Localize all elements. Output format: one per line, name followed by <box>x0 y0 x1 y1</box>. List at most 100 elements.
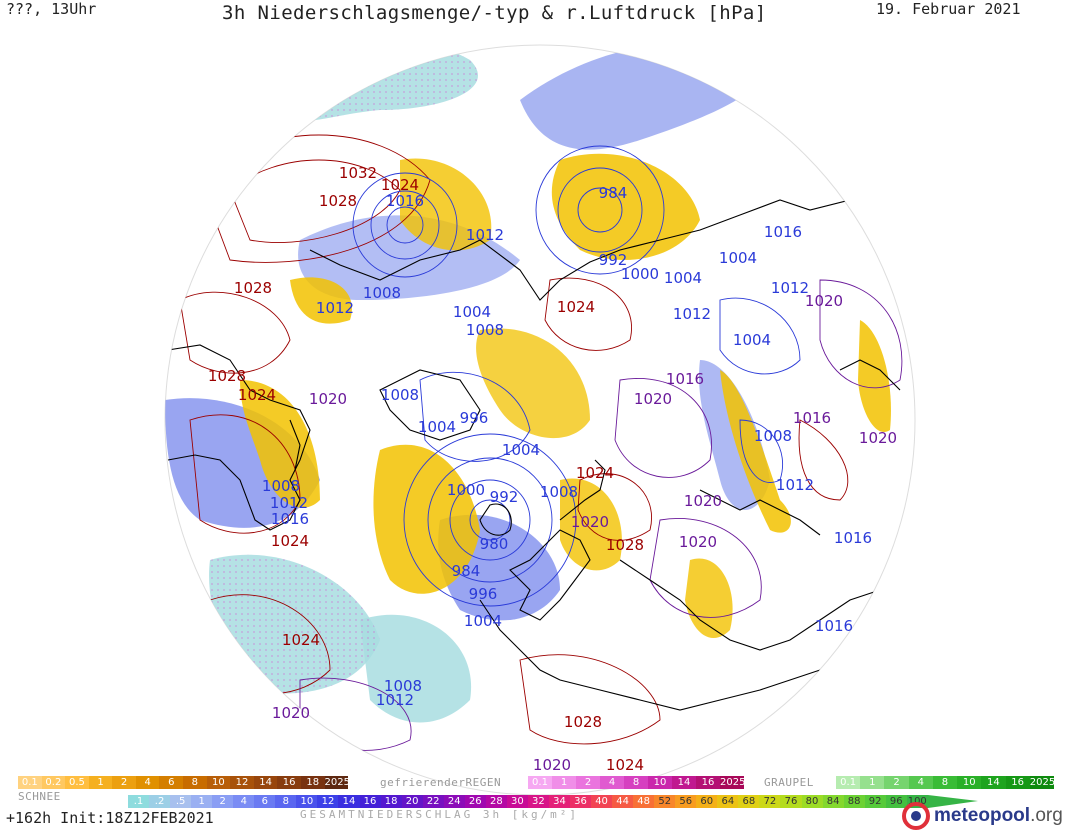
legend-graupel-cell: 14 <box>981 776 1006 789</box>
pressure-label: 1000 <box>447 481 485 499</box>
legend-gesamt-cell: 60 <box>696 795 718 808</box>
pressure-label: 1020 <box>679 533 717 551</box>
legend-schnee-cell: 16 <box>277 776 301 789</box>
pressure-label: 1020 <box>805 292 843 310</box>
legend-total-precip-bar: .1.2.5 1 2 4 6 8 10 12 14 16 18 20 22 24 26 28 30 32 34 36 4… <box>128 795 928 808</box>
meteopool-logo-icon <box>902 802 930 830</box>
legend-snow-label: SCHNEE <box>18 790 61 803</box>
pressure-label: 1016 <box>666 370 704 388</box>
pressure-label: 1012 <box>771 279 809 297</box>
pressure-label: 1004 <box>418 418 456 436</box>
pressure-label: 1016 <box>271 510 309 528</box>
legend-gesamt-cell: 88 <box>843 795 865 808</box>
pressure-label: 1016 <box>764 223 802 241</box>
legend-gesamt-cell: 26 <box>464 795 486 808</box>
legend-gesamt-cell: 32 <box>527 795 549 808</box>
pressure-label: 1024 <box>606 756 644 774</box>
pressure-label: 1028 <box>234 279 272 297</box>
valid-date: 19. Februar 2021 <box>876 0 1021 18</box>
legend-gesamt-cell: 4 <box>233 795 255 808</box>
legend-gesamt-cell: 84 <box>822 795 844 808</box>
legend-gesamt-cell: 44 <box>612 795 634 808</box>
legend-gesamt-cell: 8 <box>275 795 297 808</box>
pressure-label: 1016 <box>834 529 872 547</box>
init-info: +162h Init:18Z12FEB2021 <box>6 809 214 827</box>
pressure-label: 1008 <box>363 284 401 302</box>
legend-gesamt-cell: 18 <box>380 795 402 808</box>
pressure-label: 980 <box>480 535 509 553</box>
legend-graupel-cell: 4 <box>908 776 933 789</box>
legend-schnee-cell: 2025+ <box>324 776 349 789</box>
legend-graupel-cell: 2025+ <box>1029 776 1054 789</box>
legend-graupel-cell: 0.1 <box>836 776 861 789</box>
legend-gesamt-cell: 14 <box>338 795 360 808</box>
legend-gesamt-cell: .2 <box>149 795 171 808</box>
pressure-label: 1012 <box>270 494 308 512</box>
pressure-label: 1004 <box>733 331 771 349</box>
coastline-layer <box>167 199 906 711</box>
pressure-label: 1024 <box>381 176 419 194</box>
pressure-label: 1024 <box>576 464 614 482</box>
pressure-label: 1004 <box>664 269 702 287</box>
legend-gesamt-cell: 76 <box>780 795 802 808</box>
legend-schnee-cell: 0.2 <box>41 776 66 789</box>
legend-total-precip-arrow <box>928 795 978 808</box>
pressure-label: 1028 <box>606 536 644 554</box>
legend-schnee-cell: 0.5 <box>65 776 89 789</box>
brand-name: meteopool <box>934 805 1031 826</box>
legend-gesamt-cell: 92 <box>864 795 886 808</box>
pressure-label: 1012 <box>776 476 814 494</box>
legend-schnee-cell: 4 <box>135 776 160 789</box>
legend-gesamt-cell: 56 <box>675 795 697 808</box>
pressure-label: 1020 <box>571 513 609 531</box>
legend-gesamt-cell: 68 <box>738 795 760 808</box>
legend-gesamt-cell: 1 <box>191 795 213 808</box>
legend-gesamt-cell: 12 <box>317 795 339 808</box>
legend-freezing-rain-label: gefrierenderREGEN <box>380 776 502 789</box>
legend-schnee-cell: 12 <box>230 776 254 789</box>
legend-schnee-cell: 18 <box>300 776 325 789</box>
legend-gesamt-cell: 2 <box>212 795 234 808</box>
pressure-label: 1020 <box>634 390 672 408</box>
legend-gesamt-cell: 34 <box>548 795 570 808</box>
pressure-label: 1020 <box>272 704 310 722</box>
pressure-label: 1008 <box>466 321 504 339</box>
pressure-label: 1016 <box>815 617 853 635</box>
pressure-label: 1016 <box>793 409 831 427</box>
pressure-label: 1028 <box>208 367 246 385</box>
pressure-label: 1024 <box>282 631 320 649</box>
pressure-label: 1020 <box>684 492 722 510</box>
pressure-label: 1000 <box>621 265 659 283</box>
meteopool-logo[interactable]: meteopool.org <box>902 802 1063 830</box>
pressure-label: 1004 <box>464 612 502 630</box>
legend-regen-cell: 16 <box>696 776 720 789</box>
legend-graupel-label: GRAUPEL <box>764 776 814 789</box>
pressure-label: 1012 <box>673 305 711 323</box>
pressure-label: 992 <box>490 488 519 506</box>
isobar-layer <box>179 134 903 751</box>
legend-graupel-cell: 16 <box>1005 776 1030 789</box>
legend-schnee-cell: 0.1 <box>18 776 42 789</box>
legend-gesamt-cell: 28 <box>485 795 507 808</box>
pressure-label: 1008 <box>754 427 792 445</box>
brand-tld: .org <box>1030 805 1063 826</box>
legend-gesamt-cell: .5 <box>170 795 192 808</box>
pressure-label: 1008 <box>540 483 578 501</box>
pressure-label: 1020 <box>533 756 571 774</box>
legend-schnee-cell: 6 <box>159 776 184 789</box>
legend-gesamt-cell: 24 <box>443 795 465 808</box>
pressure-label: 1024 <box>557 298 595 316</box>
legend-gesamt-cell: 36 <box>569 795 592 808</box>
legend-regen-cell: 10 <box>648 776 672 789</box>
pressure-label: 1012 <box>466 226 504 244</box>
pressure-label: 1032 <box>339 164 377 182</box>
legend-gesamt-cell: 48 <box>633 795 655 808</box>
map-title: 3h Niederschlagsmenge/-typ & r.Luftdruck… <box>222 2 767 24</box>
pressure-label: 1028 <box>564 713 602 731</box>
legend-gesamt-cell: 10 <box>296 795 318 808</box>
legend-graupel-cell: 2 <box>884 776 909 789</box>
pressure-label: 1004 <box>502 441 540 459</box>
